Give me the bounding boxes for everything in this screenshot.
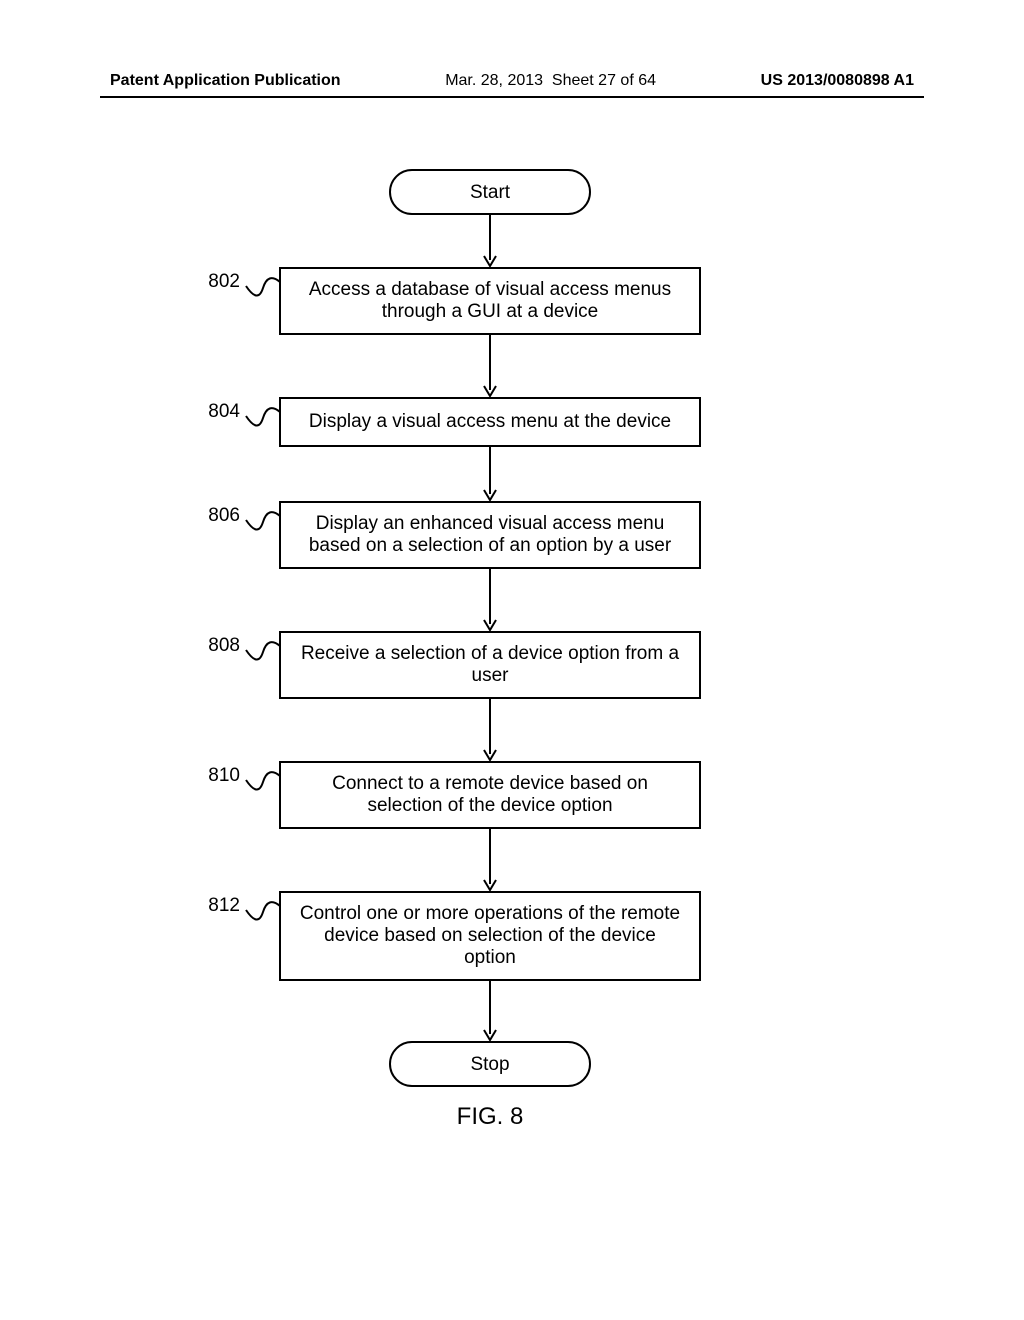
ref-810: 810 (208, 765, 240, 786)
step-806-text: based on a selection of an option by a u… (309, 535, 672, 556)
flowchart-figure: Start Access a database of visual access … (0, 140, 1024, 1160)
figure-label: FIG. 8 (457, 1103, 524, 1130)
step-806-text: Display an enhanced visual access menu (316, 513, 665, 534)
ref-804: 804 (208, 401, 240, 422)
publication-label: Patent Application Publication (110, 72, 341, 90)
flowchart-svg: Start Access a database of visual access … (0, 140, 1024, 1160)
ref-812: 812 (208, 895, 240, 916)
ref-806-connector (246, 512, 280, 529)
step-802-text: Access a database of visual access menus (309, 279, 671, 300)
page-header: Patent Application Publication Mar. 28, … (0, 72, 1024, 90)
ref-806: 806 (208, 505, 240, 526)
step-808-text: user (472, 665, 510, 686)
step-810-text: selection of the device option (367, 795, 612, 816)
ref-808-connector (246, 642, 280, 659)
step-812-text: Control one or more operations of the re… (300, 903, 680, 924)
ref-812-connector (246, 902, 280, 919)
ref-802-connector (246, 278, 280, 295)
start-label: Start (470, 182, 511, 203)
step-812-text: option (464, 947, 516, 968)
header-rule (100, 96, 924, 98)
step-804-text: Display a visual access menu at the devi… (309, 411, 671, 432)
ref-810-connector (246, 772, 280, 789)
ref-804-connector (246, 408, 280, 425)
publication-date: Mar. 28, 2013 Sheet 27 of 64 (445, 72, 656, 90)
publication-number: US 2013/0080898 A1 (761, 72, 914, 90)
stop-label: Stop (470, 1054, 509, 1075)
ref-802: 802 (208, 271, 240, 292)
ref-808: 808 (208, 635, 240, 656)
step-808-text: Receive a selection of a device option f… (301, 643, 680, 664)
step-810-text: Connect to a remote device based on (332, 773, 648, 794)
step-802-text: through a GUI at a device (382, 301, 599, 322)
step-812-text: device based on selection of the device (324, 925, 656, 946)
